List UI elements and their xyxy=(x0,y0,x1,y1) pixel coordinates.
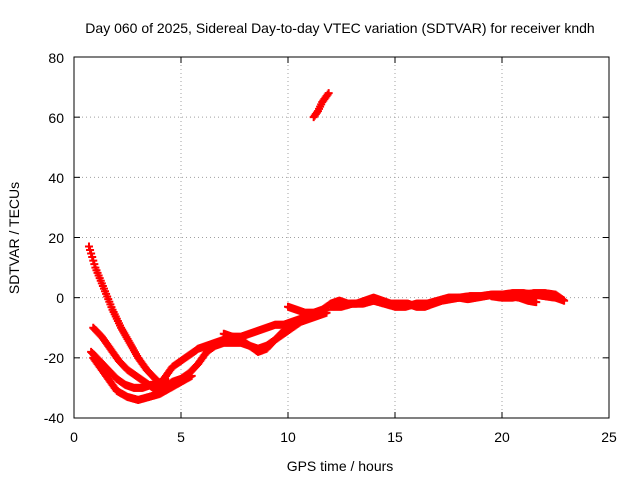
grid-lines xyxy=(74,57,609,418)
chart-title: Day 060 of 2025, Sidereal Day-to-day VTE… xyxy=(85,20,594,36)
series-track-k xyxy=(309,89,333,122)
x-tick-label: 15 xyxy=(387,429,403,445)
series-track-j xyxy=(487,289,569,305)
x-tick-label: 25 xyxy=(601,429,617,445)
data-point xyxy=(532,298,541,307)
y-tick-label: 40 xyxy=(48,170,64,186)
data-point xyxy=(323,90,332,99)
y-tick-label: -20 xyxy=(44,350,64,366)
axis-ticks xyxy=(73,56,610,419)
series-track-g xyxy=(219,320,297,356)
y-tick-label: 60 xyxy=(48,110,64,126)
y-tick-label: 20 xyxy=(48,230,64,246)
y-tick-label: -40 xyxy=(44,410,64,426)
x-tick-label: 10 xyxy=(280,429,296,445)
data-point xyxy=(288,320,297,329)
data-point xyxy=(324,89,333,98)
x-axis-label: GPS time / hours xyxy=(287,458,394,474)
y-tick-label: 80 xyxy=(48,50,64,66)
data-points xyxy=(84,89,569,404)
data-point xyxy=(560,296,569,305)
y-axis-label: SDTVAR / TECUs xyxy=(6,182,22,294)
x-tick-label: 5 xyxy=(177,429,185,445)
x-tick-label: 20 xyxy=(494,429,510,445)
x-tick-label: 0 xyxy=(70,429,78,445)
y-tick-label: 0 xyxy=(56,290,64,306)
series-track-f xyxy=(159,308,331,392)
